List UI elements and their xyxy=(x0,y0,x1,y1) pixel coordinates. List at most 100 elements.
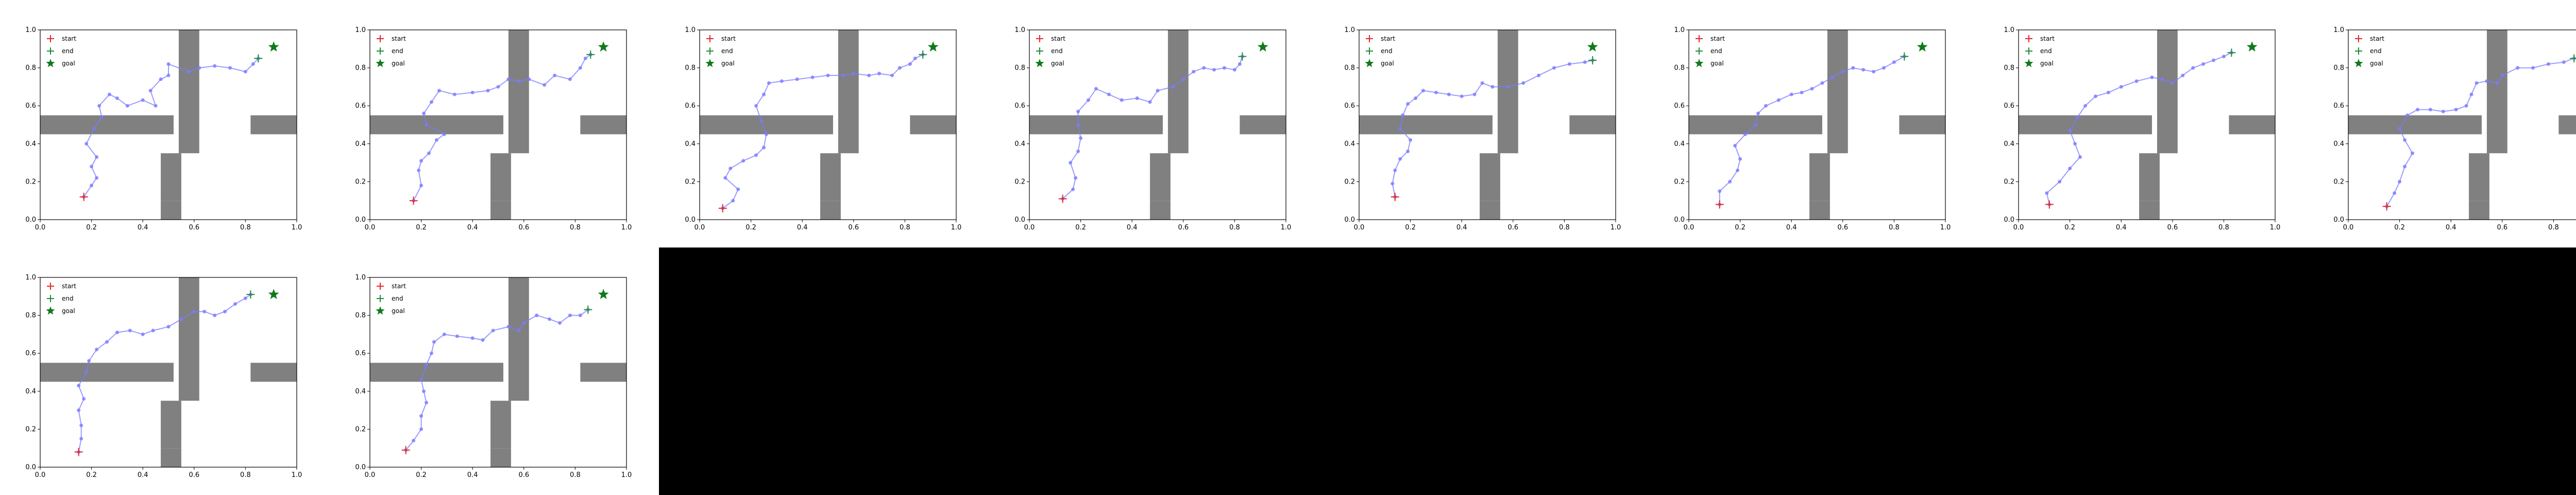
legend-goal-label: goal xyxy=(1051,60,1064,67)
obstacle-1 xyxy=(370,362,503,382)
trajectory-point-21 xyxy=(233,302,237,306)
obstacle-5 xyxy=(508,30,529,154)
legend: start end goal xyxy=(376,35,406,68)
x-tick-label: 1.0 xyxy=(1281,224,1292,232)
trajectory-point-8 xyxy=(2076,115,2080,119)
legend: start end goal xyxy=(376,283,406,315)
obstacle-1 xyxy=(40,362,174,382)
obstacle-6 xyxy=(1150,201,1171,220)
trajectory-point-3 xyxy=(79,423,83,427)
trajectory-point-15 xyxy=(1820,81,1824,85)
legend-goal-icon xyxy=(705,59,715,68)
legend-goal-icon xyxy=(2354,59,2363,68)
trajectory-point-12 xyxy=(2119,85,2123,89)
x-tick-label: 0.0 xyxy=(694,224,705,232)
trajectory-point-5 xyxy=(95,155,99,159)
goal-marker xyxy=(1587,41,1598,52)
trajectory-point-7 xyxy=(1743,132,1748,136)
obstacle-4 xyxy=(820,153,841,201)
trajectory-point-11 xyxy=(115,331,119,335)
trajectory-point-3 xyxy=(1728,179,1732,184)
trajectory-point-17 xyxy=(517,328,521,333)
trajectory-point-16 xyxy=(1480,81,1484,85)
legend-goal-icon xyxy=(1694,59,1704,68)
legend-start-icon xyxy=(1696,35,1703,42)
trajectory-point-9 xyxy=(1087,98,1091,102)
trajectory-point-14 xyxy=(2469,92,2473,96)
trajectory-point-14 xyxy=(486,89,490,93)
x-tick-label: 1.0 xyxy=(292,471,302,479)
trajectory-point-12 xyxy=(128,328,132,333)
legend-end-label: end xyxy=(721,47,733,55)
y-tick-label: 0.0 xyxy=(2004,216,2014,224)
trajectory-point-16 xyxy=(506,77,511,81)
x-tick-label: 0.6 xyxy=(518,471,529,479)
x-tick-label: 0.4 xyxy=(1127,224,1138,232)
trajectory-point-3 xyxy=(417,168,421,172)
x-tick-label: 0.4 xyxy=(138,224,148,232)
trajectory-point-17 xyxy=(1841,70,1845,74)
legend-start-icon xyxy=(47,283,54,290)
subplot-10: 0.0 0.2 0.4 0.6 0.8 1.0 0.0 0.2 0.4 0.6 0.8 1.0 star… xyxy=(355,274,632,479)
legend-end-icon xyxy=(377,47,384,55)
x-tick-label: 0.2 xyxy=(416,471,427,479)
trajectory-point-17 xyxy=(1181,77,1185,81)
trajectory-point-8 xyxy=(1753,123,1757,127)
trajectory-point-4 xyxy=(77,408,81,412)
trajectory-point-22 xyxy=(568,314,572,318)
trajectory-point-12 xyxy=(2454,108,2458,112)
trajectory-point-7 xyxy=(1076,123,1080,127)
obstacle-5 xyxy=(178,30,199,154)
y-tick-label: 0.8 xyxy=(25,64,36,72)
trajectory-point-20 xyxy=(197,66,201,70)
trajectory-point-7 xyxy=(2068,128,2072,133)
axes-frame xyxy=(40,29,297,220)
trajectory-point-8 xyxy=(425,362,429,367)
trajectory-point-11 xyxy=(1421,89,1425,93)
trajectory-point-13 xyxy=(1447,92,1451,96)
trajectory-point-13 xyxy=(470,336,474,340)
obstacle-3 xyxy=(580,362,626,382)
x-tick-label: 0.2 xyxy=(2394,224,2405,232)
x-tick-label: 1.0 xyxy=(2270,224,2281,232)
trajectory-point-8 xyxy=(425,123,429,127)
axes-frame xyxy=(2018,29,2276,220)
trajectory-point-20 xyxy=(2211,58,2215,62)
end-marker xyxy=(919,50,927,59)
legend-end-label: end xyxy=(62,295,74,302)
x-tick-label: 1.0 xyxy=(1611,224,1621,232)
trajectory-point-7 xyxy=(754,153,758,157)
trajectory-point-6 xyxy=(2073,142,2077,146)
legend-goal-label: goal xyxy=(392,60,405,67)
trajectory-point-12 xyxy=(1434,90,1438,94)
y-tick-label: 1.0 xyxy=(25,26,36,34)
trajectory-point-4 xyxy=(419,159,423,163)
trajectory-point-11 xyxy=(2106,90,2110,94)
trajectory-point-14 xyxy=(1810,87,1814,91)
trajectory-point-4 xyxy=(2068,167,2072,171)
trajectory-point-20 xyxy=(1872,70,1876,74)
trajectory-point-3 xyxy=(95,176,99,180)
trajectory-point-22 xyxy=(578,66,582,70)
trajectory-point-19 xyxy=(535,314,539,318)
trajectory-point-18 xyxy=(1192,70,1196,74)
trajectory-line xyxy=(413,54,591,201)
y-tick-label: 0.6 xyxy=(355,350,366,357)
obstacle-1 xyxy=(370,115,503,135)
trajectory-point-2 xyxy=(90,184,94,188)
x-tick-label: 0.2 xyxy=(1405,224,1416,232)
y-tick-label: 0.0 xyxy=(1014,216,1025,224)
obstacle-3 xyxy=(250,115,297,135)
y-tick-label: 1.0 xyxy=(355,274,366,282)
legend-start-icon xyxy=(1366,35,1373,42)
trajectory-point-16 xyxy=(810,75,815,79)
trajectory-point-18 xyxy=(841,73,845,77)
legend-end-icon xyxy=(1036,47,1043,55)
y-tick-label: 1.0 xyxy=(1674,26,1685,34)
legend: start end goal xyxy=(1035,35,1065,68)
subplot-3: 0.0 0.2 0.4 0.6 0.8 1.0 0.0 0.2 0.4 0.6 0.8 1.0 star… xyxy=(685,26,961,232)
y-tick-label: 0.6 xyxy=(2333,102,2344,110)
goal-marker xyxy=(268,41,279,52)
trajectory-point-10 xyxy=(107,92,111,96)
